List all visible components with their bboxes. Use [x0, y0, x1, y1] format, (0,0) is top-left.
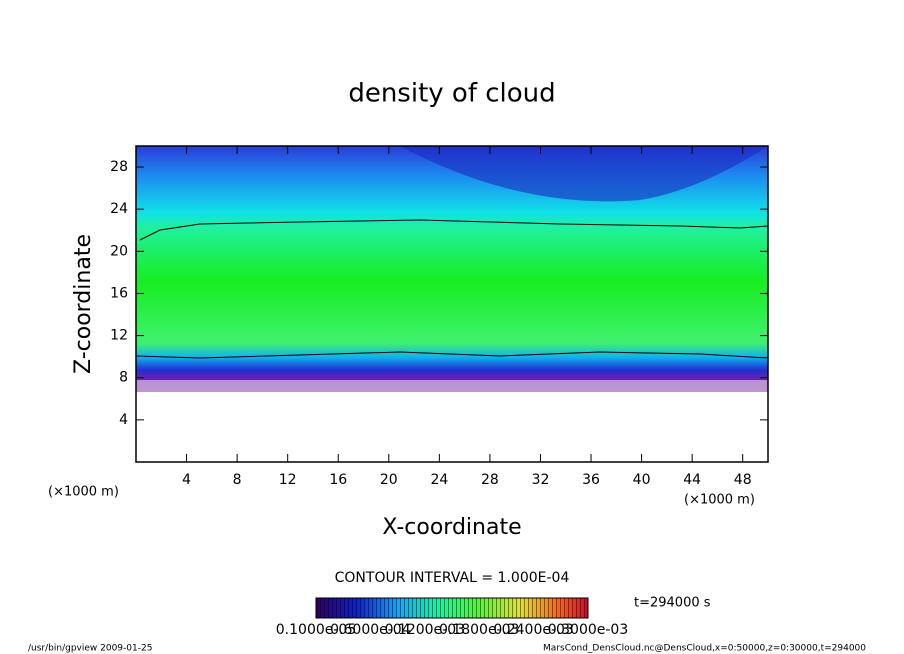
colorbar-label: 0.2400e-03	[493, 622, 573, 638]
x-unit-label: (×1000 m)	[684, 493, 755, 508]
footer-left: /usr/bin/gpview 2009-01-25	[28, 644, 152, 654]
colorbar-label: 0.3000e-03	[548, 622, 628, 638]
contour-line	[139, 219, 769, 241]
y-tick-label: 8	[119, 370, 128, 386]
y-tick-label: 24	[110, 201, 128, 217]
x-tick-label: 48	[734, 472, 752, 488]
y-tick-label: 4	[119, 412, 128, 428]
x-tick-label: 32	[532, 472, 550, 488]
x-tick-label: 8	[233, 472, 242, 488]
chart-title: density of cloud	[348, 79, 555, 109]
x-axis-label: X-coordinate	[382, 515, 521, 540]
plot-frame	[135, 145, 769, 463]
y-unit-label: (×1000 m)	[48, 485, 119, 500]
x-tick-label: 28	[481, 472, 499, 488]
colorbar-label: 0.1200e-03	[385, 622, 465, 638]
x-tick-label: 44	[683, 472, 701, 488]
footer-right: MarsCond_DensCloud.nc@DensCloud,x=0:5000…	[543, 644, 866, 654]
y-axis-label: Z-coordinate	[71, 234, 96, 374]
contour-line	[135, 351, 769, 359]
x-tick-label: 24	[430, 472, 448, 488]
y-tick-label: 28	[110, 159, 128, 175]
x-tick-label: 16	[329, 472, 347, 488]
dark-region	[400, 146, 768, 202]
y-tick-label: 20	[110, 243, 128, 259]
x-tick-label: 40	[633, 472, 651, 488]
x-tick-label: 4	[182, 472, 191, 488]
x-tick-label: 12	[279, 472, 297, 488]
colorbar-label: 0.6000e-04	[330, 622, 411, 638]
colorbar-label: 0.1000e-05	[276, 622, 356, 638]
y-tick-label: 16	[110, 285, 128, 301]
field	[135, 146, 769, 392]
colorbar-label: 0.1800e-03	[439, 622, 519, 638]
y-tick-label: 12	[110, 328, 128, 344]
colorbar-frame	[315, 597, 589, 619]
contour-interval: CONTOUR INTERVAL = 1.000E-04	[335, 570, 570, 586]
lower-edge	[136, 380, 768, 392]
x-tick-label: 36	[582, 472, 600, 488]
time-label: t=294000 s	[634, 596, 711, 611]
x-tick-label: 20	[380, 472, 398, 488]
